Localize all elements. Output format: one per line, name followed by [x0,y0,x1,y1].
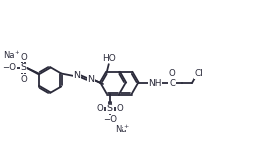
Text: O: O [20,75,27,83]
Text: O: O [116,104,123,113]
Text: N: N [73,71,81,81]
Text: −O: −O [103,115,117,124]
Text: Cl: Cl [195,69,204,79]
Text: −O: −O [2,64,16,72]
Text: Na: Na [115,125,126,134]
Text: O: O [169,68,175,78]
Text: S: S [107,104,113,113]
Text: +: + [123,124,128,129]
Text: NH: NH [148,79,162,87]
Text: N: N [87,76,95,84]
Text: Na: Na [3,50,15,60]
Text: O: O [20,52,27,62]
Text: S: S [20,64,27,72]
Text: +: + [15,50,20,54]
Text: O: O [96,104,103,113]
Text: HO: HO [102,54,116,63]
Text: C: C [169,79,175,87]
